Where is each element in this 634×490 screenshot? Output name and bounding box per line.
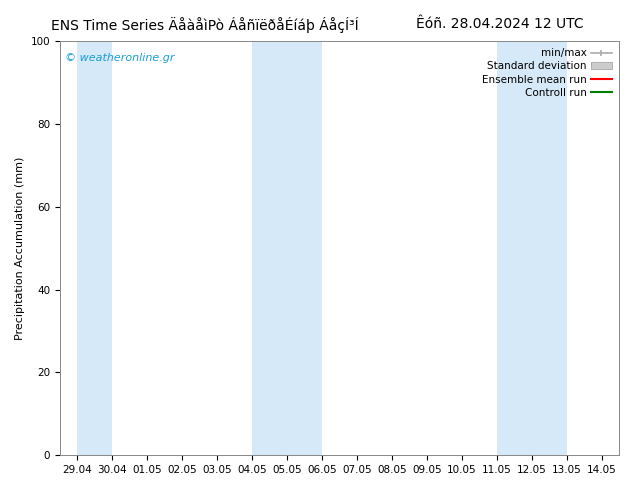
Bar bbox=[77, 41, 112, 455]
Y-axis label: Precipitation Accumulation (mm): Precipitation Accumulation (mm) bbox=[15, 156, 25, 340]
Legend: min/max, Standard deviation, Ensemble mean run, Controll run: min/max, Standard deviation, Ensemble me… bbox=[480, 46, 614, 100]
Bar bbox=[252, 41, 322, 455]
Text: ENS Time Series ÄåàåìPò ÁåñïëðåÉíáþ ÁåçÍ³Í: ENS Time Series ÄåàåìPò ÁåñïëðåÉíáþ ÁåçÍ… bbox=[51, 17, 358, 33]
Bar bbox=[496, 41, 567, 455]
Text: Êóñ. 28.04.2024 12 UTC: Êóñ. 28.04.2024 12 UTC bbox=[416, 17, 583, 31]
Text: © weatheronline.gr: © weatheronline.gr bbox=[65, 53, 175, 64]
